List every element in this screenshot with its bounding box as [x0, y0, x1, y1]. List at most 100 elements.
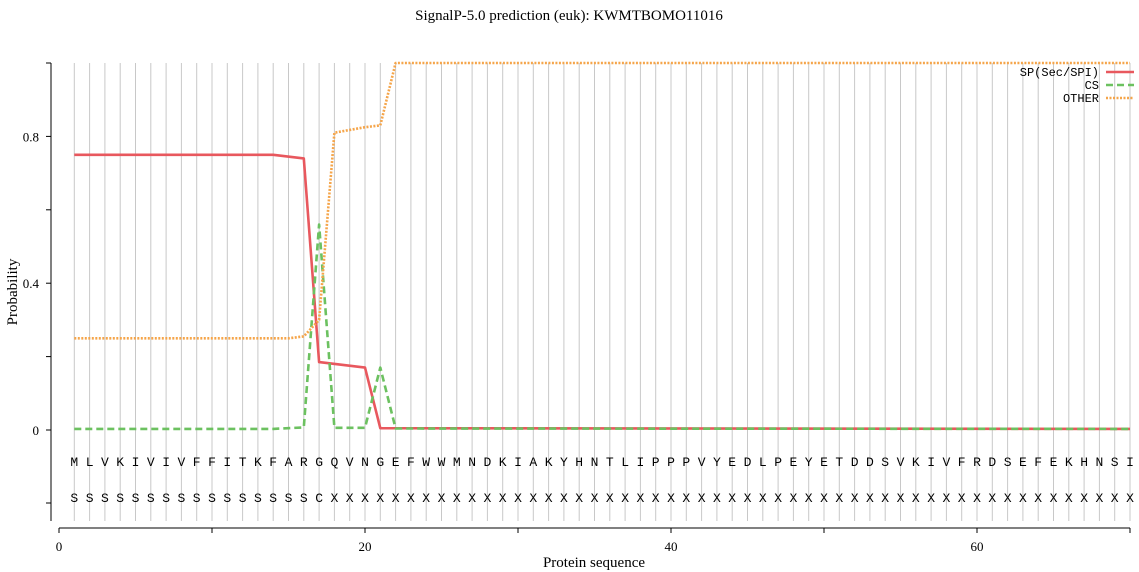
sequence-letter: V: [101, 455, 109, 470]
x-tick-label: 40: [665, 539, 678, 554]
annotation-letter: S: [239, 491, 247, 506]
sequence-letter: L: [759, 455, 767, 470]
annotation-letter: X: [1095, 491, 1103, 506]
sequence-letter: D: [483, 455, 491, 470]
annotation-letter: X: [1111, 491, 1119, 506]
sequence-letter: R: [973, 455, 981, 470]
annotation-letter: X: [1050, 491, 1058, 506]
y-tick-label: 0.8: [23, 129, 39, 144]
annotation-letter: S: [300, 491, 308, 506]
sequence-letter: V: [698, 455, 706, 470]
sequence-letter: E: [728, 455, 736, 470]
sequence-letter: K: [116, 455, 124, 470]
annotation-letter: X: [820, 491, 828, 506]
annotation-letter: S: [254, 491, 262, 506]
annotation-letter: X: [1019, 491, 1027, 506]
x-axis-ticks: 0 20 40 60: [56, 528, 1131, 554]
series-lines: [74, 61, 1131, 431]
sequence-letter: P: [652, 455, 660, 470]
annotation-letter: X: [682, 491, 690, 506]
annotation-letter: X: [912, 491, 920, 506]
annotation-letter: X: [897, 491, 905, 506]
annotation-letter: X: [529, 491, 537, 506]
annotation-letter: S: [116, 491, 124, 506]
annotation-letter: X: [392, 491, 400, 506]
series-line-other: [74, 61, 1130, 340]
sequence-letter: E: [789, 455, 797, 470]
annotation-letter: X: [667, 491, 675, 506]
annotation-letter: S: [70, 491, 78, 506]
annotation-letter: X: [453, 491, 461, 506]
annotation-letter: X: [438, 491, 446, 506]
annotation-letter: X: [514, 491, 522, 506]
sequence-letter: G: [376, 455, 384, 470]
annotation-letter: X: [973, 491, 981, 506]
annotation-letter: S: [101, 491, 109, 506]
annotation-letter: X: [774, 491, 782, 506]
legend-label: SP(Sec/SPI): [1020, 66, 1099, 80]
sequence-letter: V: [346, 455, 354, 470]
annotation-letter: X: [728, 491, 736, 506]
sequence-letter: M: [70, 455, 78, 470]
sequence-letter: I: [162, 455, 170, 470]
annotation-letter: S: [285, 491, 293, 506]
legend-label: CS: [1085, 79, 1099, 93]
annotation-letter: S: [147, 491, 155, 506]
sequence-letter: E: [392, 455, 400, 470]
sequence-letter: Y: [713, 455, 721, 470]
annotation-letter: X: [805, 491, 813, 506]
sequence-letter: A: [529, 455, 537, 470]
annotation-letter: X: [927, 491, 935, 506]
annotation-letter: X: [575, 491, 583, 506]
annotation-letter: S: [162, 491, 170, 506]
series-line-sp-sec-spi: [74, 153, 1131, 431]
sequence-letter: P: [667, 455, 675, 470]
sequence-letter: T: [606, 455, 614, 470]
annotation-letter: X: [468, 491, 476, 506]
y-tick-label: 0.4: [23, 276, 40, 291]
annotation-letter: X: [958, 491, 966, 506]
annotation-letter: X: [988, 491, 996, 506]
sequence-letter: D: [988, 455, 996, 470]
sequence-letter: D: [851, 455, 859, 470]
annotation-letter: X: [621, 491, 629, 506]
annotation-letter: X: [483, 491, 491, 506]
sequence-letter: F: [193, 455, 201, 470]
sequence-letter: V: [897, 455, 905, 470]
annotation-letter: X: [499, 491, 507, 506]
sequence-letter: S: [881, 455, 889, 470]
annotation-letter: X: [835, 491, 843, 506]
series-line-cs: [74, 223, 1131, 431]
annotation-letter: X: [591, 491, 599, 506]
annotation-letter: X: [330, 491, 338, 506]
annotation-letter: X: [361, 491, 369, 506]
sequence-letter: D: [744, 455, 752, 470]
sequence-letter: S: [1111, 455, 1119, 470]
annotation-letter: X: [789, 491, 797, 506]
sequence-letter: T: [239, 455, 247, 470]
annotation-letter: X: [1034, 491, 1042, 506]
sequence-letter: P: [682, 455, 690, 470]
sequence-letter: H: [575, 455, 583, 470]
sequence-letter: N: [361, 455, 369, 470]
sequence-letter: V: [177, 455, 185, 470]
annotation-letter: X: [376, 491, 384, 506]
annotation-letter: X: [422, 491, 430, 506]
sequence-letter: F: [1034, 455, 1042, 470]
annotation-letter: X: [1065, 491, 1073, 506]
y-axis-ticks: 0 0.4 0.8: [23, 62, 51, 504]
sequence-letter: W: [438, 455, 446, 470]
sequence-letter: E: [1050, 455, 1058, 470]
sequence-letter: L: [621, 455, 629, 470]
sequence-letter: I: [132, 455, 140, 470]
y-axis-label: Probability: [5, 258, 21, 325]
sequence-letter: V: [942, 455, 950, 470]
annotation-letter: X: [1080, 491, 1088, 506]
annotation-letter: S: [269, 491, 277, 506]
sequence-letter: H: [1080, 455, 1088, 470]
sequence-letter: N: [591, 455, 599, 470]
annotation-letter: X: [407, 491, 415, 506]
